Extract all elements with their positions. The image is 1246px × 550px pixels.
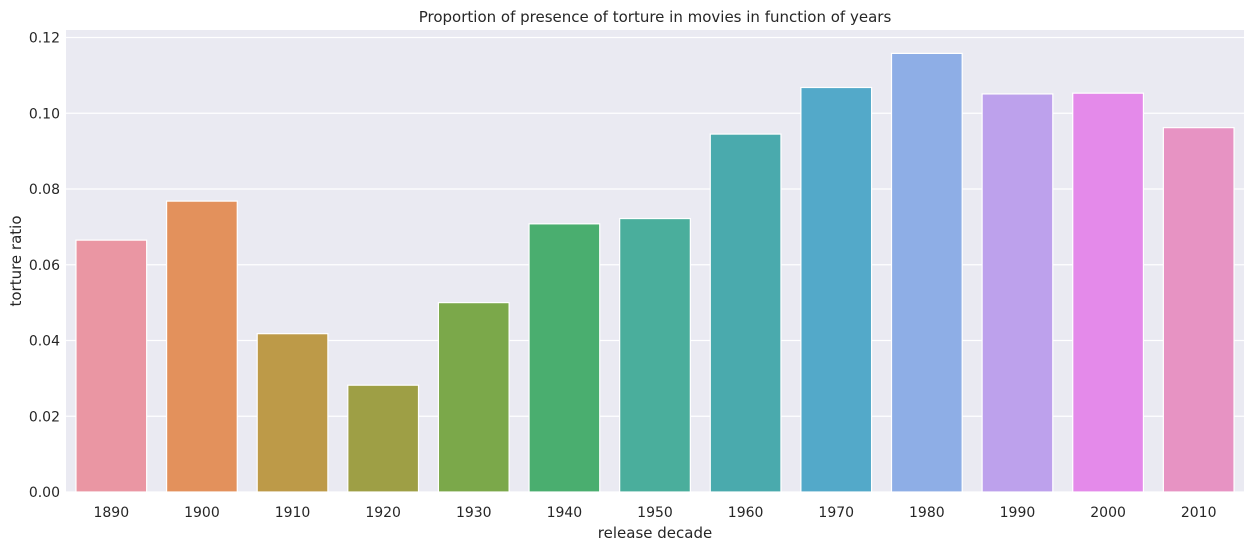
- x-tick-label: 2000: [1090, 505, 1126, 521]
- bar-1930: [437, 302, 510, 493]
- bar-1910: [256, 333, 329, 493]
- bar-1920: [347, 384, 420, 493]
- bar-1960: [709, 133, 782, 493]
- bar-2010: [1162, 127, 1235, 493]
- bars: [75, 52, 1235, 493]
- x-axis-label: release decade: [598, 524, 712, 542]
- bar-1980: [890, 52, 963, 493]
- x-tick-label: 1910: [275, 505, 311, 521]
- y-tick-label: 0.02: [29, 409, 60, 425]
- y-tick-label: 0.12: [29, 31, 60, 47]
- bar-1940: [528, 223, 601, 493]
- x-tick-label: 1940: [547, 505, 583, 521]
- y-tick-label: 0.06: [29, 258, 60, 274]
- chart-title: Proportion of presence of torture in mov…: [419, 8, 892, 26]
- x-axis-ticks: 1890 1900 1910 1920 1930 1940 1950 1960 1970 1980…: [93, 505, 1216, 521]
- x-tick-label: 1930: [456, 505, 492, 521]
- y-tick-label: 0.10: [29, 106, 60, 122]
- y-tick-label: 0.04: [29, 334, 60, 350]
- bar-1950: [619, 217, 691, 493]
- y-tick-label: 0.00: [29, 485, 60, 501]
- x-tick-label: 2010: [1181, 505, 1217, 521]
- x-tick-label: 1990: [1000, 505, 1036, 521]
- x-tick-label: 1960: [728, 505, 764, 521]
- y-axis-ticks: 0.00 0.02 0.04 0.06 0.08 0.10 0.12: [29, 31, 60, 502]
- y-axis-label: torture ratio: [7, 215, 25, 306]
- y-tick-label: 0.08: [29, 182, 60, 198]
- bar-1900: [165, 200, 238, 493]
- x-tick-label: 1970: [818, 505, 854, 521]
- x-tick-label: 1980: [909, 505, 945, 521]
- bar-1890: [75, 239, 148, 493]
- bar-1970: [800, 86, 873, 493]
- x-tick-label: 1920: [365, 505, 401, 521]
- x-tick-label: 1890: [93, 505, 129, 521]
- bar-1990: [981, 93, 1054, 493]
- bar-2000: [1072, 92, 1145, 493]
- x-tick-label: 1900: [184, 505, 220, 521]
- x-tick-label: 1950: [637, 505, 673, 521]
